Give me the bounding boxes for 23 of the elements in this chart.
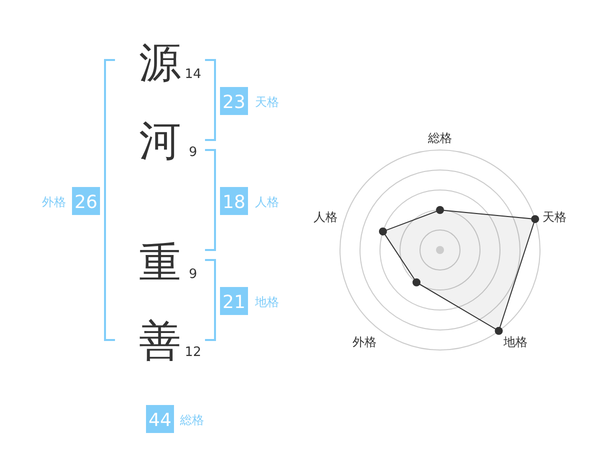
text: 天格 <box>255 95 279 109</box>
text: 44 <box>148 410 172 431</box>
text: 9 <box>188 145 198 160</box>
text: 重 <box>139 238 181 287</box>
text: 18 <box>222 192 246 213</box>
spoke-label: 地格 <box>502 334 528 349</box>
text: 地格 <box>254 295 279 309</box>
text: 23 <box>222 92 246 113</box>
text: 総格 <box>179 413 204 427</box>
text: 人格 <box>255 195 279 209</box>
text: 源 <box>139 38 181 87</box>
text: 9 <box>188 267 198 282</box>
spoke-label: 人格 <box>313 210 338 224</box>
spoke-label: 天格 <box>542 210 567 224</box>
text: 26 <box>74 192 98 213</box>
text: 21 <box>222 292 246 313</box>
text: 12 <box>184 345 202 360</box>
spoke-label: 外格 <box>352 334 377 349</box>
spoke-label: 総格 <box>427 131 452 145</box>
text: 14 <box>184 67 202 82</box>
text: 善 <box>139 316 181 365</box>
text: 外格 <box>42 195 66 209</box>
text: 河 <box>139 116 181 165</box>
